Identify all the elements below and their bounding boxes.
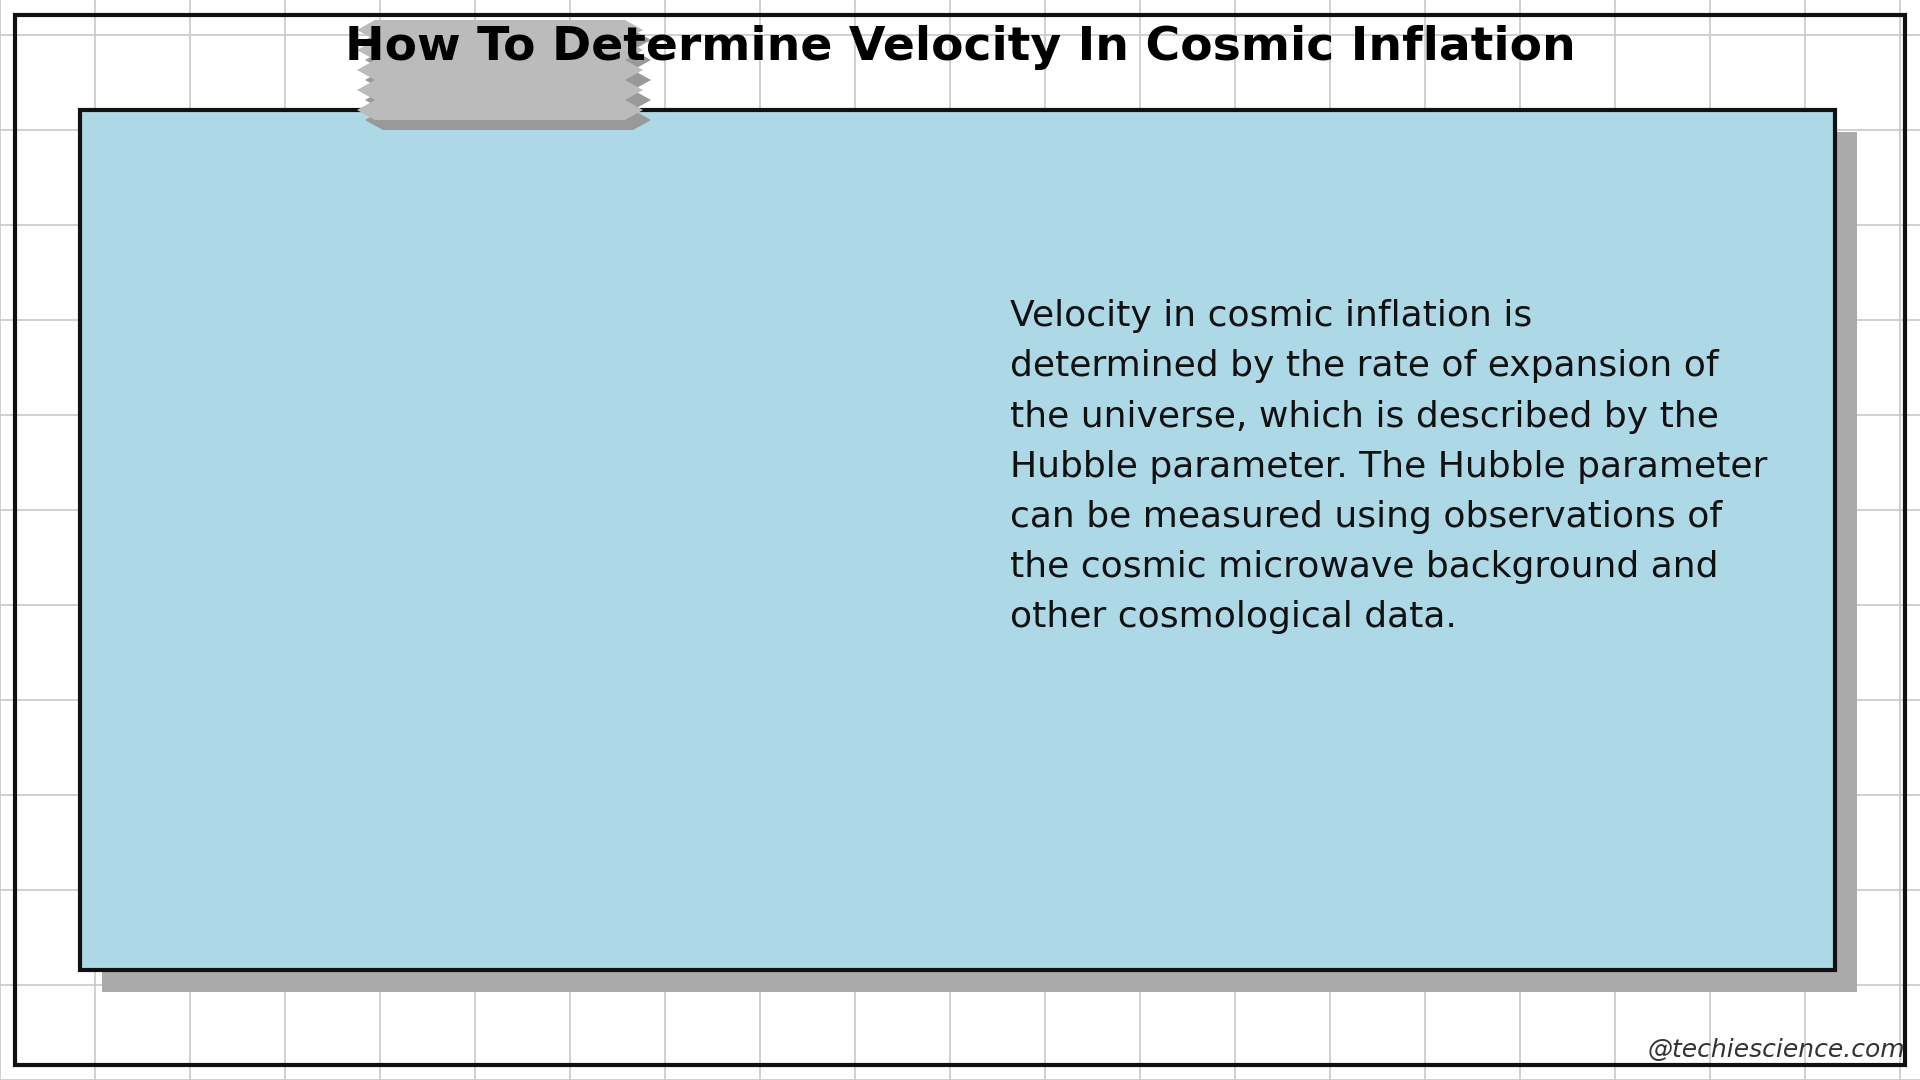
Polygon shape bbox=[357, 21, 643, 120]
Text: @techiescience.com: @techiescience.com bbox=[1647, 1038, 1905, 1062]
Polygon shape bbox=[365, 30, 651, 130]
FancyBboxPatch shape bbox=[102, 132, 1857, 993]
FancyBboxPatch shape bbox=[81, 110, 1836, 970]
Text: Velocity in cosmic inflation is
determined by the rate of expansion of
the unive: Velocity in cosmic inflation is determin… bbox=[1010, 299, 1768, 634]
Text: How To Determine Velocity In Cosmic Inflation: How To Determine Velocity In Cosmic Infl… bbox=[344, 25, 1576, 70]
